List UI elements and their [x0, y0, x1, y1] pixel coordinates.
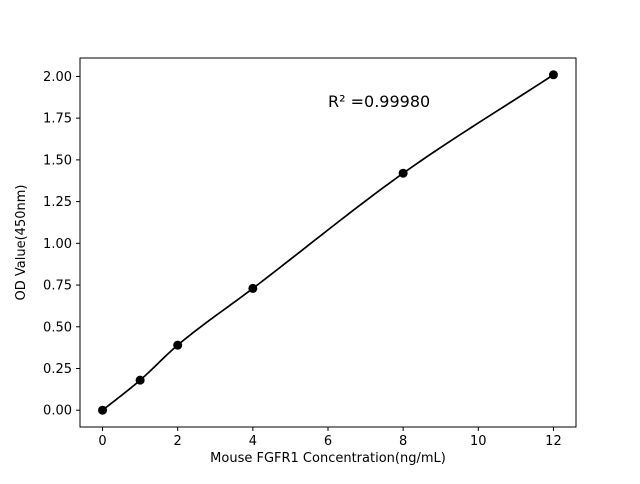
data-point — [98, 405, 108, 415]
data-point — [135, 375, 145, 385]
x-tick-label: 0 — [98, 434, 106, 449]
y-tick-label: 1.75 — [43, 112, 72, 127]
y-tick-label: 0.75 — [43, 279, 72, 294]
data-point — [548, 70, 558, 80]
data-point — [173, 340, 183, 350]
x-tick-label: 8 — [399, 434, 407, 449]
plot-area — [79, 57, 577, 428]
y-tick-label: 0.00 — [43, 404, 72, 419]
y-tick-label: 2.00 — [43, 70, 72, 85]
y-tick-label: 1.25 — [43, 195, 72, 210]
x-tick-label: 6 — [324, 434, 332, 449]
y-tick-label: 1.00 — [43, 237, 72, 252]
x-tick-label: 4 — [249, 434, 257, 449]
x-tick-label: 2 — [174, 434, 182, 449]
data-point — [248, 283, 258, 293]
y-tick-label: 0.50 — [43, 320, 72, 335]
y-tick-label: 0.25 — [43, 362, 72, 377]
x-axis-label: Mouse FGFR1 Concentration(ng/mL) — [210, 451, 446, 466]
r-squared-annotation: R² =0.99980 — [328, 92, 430, 111]
y-axis-label: OD Value(450nm) — [14, 185, 29, 301]
x-tick-label: 10 — [470, 434, 487, 449]
y-tick-label: 1.50 — [43, 153, 72, 168]
data-point — [398, 168, 408, 178]
fit-curve — [102, 74, 554, 411]
x-tick-label: 12 — [545, 434, 562, 449]
